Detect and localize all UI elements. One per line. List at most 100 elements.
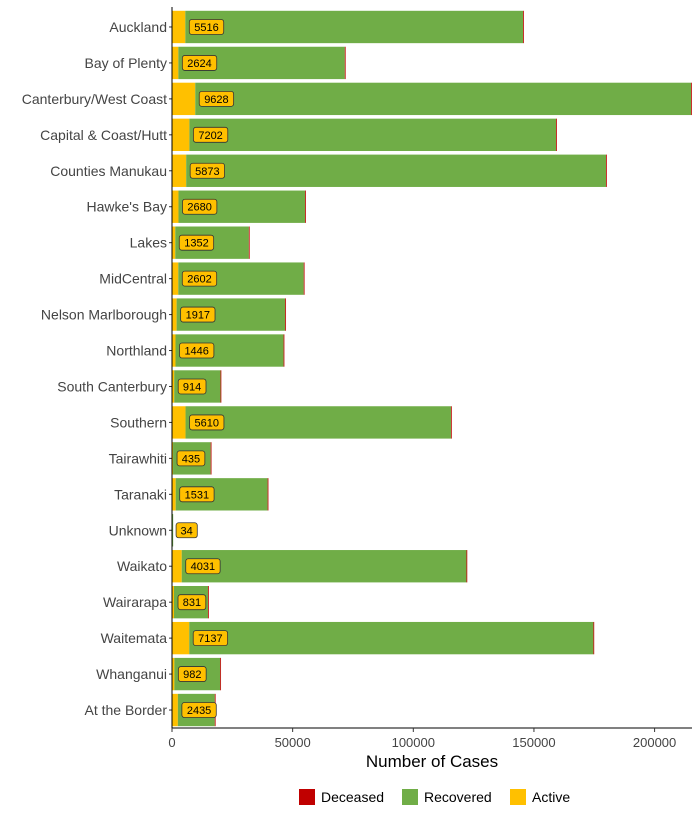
- bar-deceased-lakes: [248, 226, 250, 259]
- bar-deceased-south-canterbury: [220, 370, 222, 403]
- bar-active-taranaki: [172, 478, 176, 511]
- data-label-box: [180, 306, 216, 323]
- data-label-box: [192, 630, 229, 647]
- data-label-box: [189, 162, 225, 179]
- data-label: 982: [183, 669, 201, 681]
- legend-label-deceased: Deceased: [321, 789, 384, 805]
- x-tick-label: 200000: [633, 735, 676, 750]
- y-tick-label: Taranaki: [114, 486, 167, 502]
- data-label-box: [192, 126, 229, 143]
- bar-deceased-wairarapa: [208, 585, 209, 619]
- bar-recovered-unknown: [172, 514, 174, 547]
- y-tick-label: At the Border: [85, 702, 168, 718]
- bar-active-at-the-border: [172, 693, 178, 727]
- bar-active-whanganui: [172, 657, 175, 691]
- data-label: 5873: [195, 166, 219, 178]
- data-label: 1917: [186, 310, 210, 322]
- bar-active-auckland: [172, 10, 186, 44]
- data-label: 2680: [187, 202, 211, 214]
- y-axis-labels: Auckland Bay of Plenty Canterbury/West Coa…: [22, 19, 172, 718]
- y-tick-label: Whanganui: [96, 666, 167, 682]
- data-label: 435: [182, 453, 200, 465]
- y-tick-label: Counties Manukau: [50, 163, 167, 179]
- y-tick-label: Northland: [106, 343, 167, 359]
- bar-deceased-midcentral: [303, 262, 305, 295]
- data-label-box: [179, 486, 215, 503]
- bar-active-lakes: [172, 226, 176, 259]
- data-label: 1531: [185, 489, 209, 501]
- y-tick-label: Unknown: [109, 522, 167, 538]
- bar-recovered-counties-manukau: [186, 154, 607, 187]
- x-axis-ticks: 0 50000 100000 150000 200000: [168, 728, 676, 750]
- x-axis-title: Number of Cases: [366, 752, 498, 771]
- data-label: 2435: [187, 705, 211, 717]
- bar-active-bay-of-plenty: [172, 46, 179, 80]
- data-label-box: [188, 19, 225, 35]
- y-tick-label: Lakes: [130, 235, 167, 251]
- bar-active-midcentral: [172, 262, 179, 295]
- y-tick-label: Waikato: [117, 558, 167, 574]
- bar-recovered-waitemata: [189, 621, 594, 655]
- legend-swatch-recovered: [402, 789, 418, 805]
- bar-active-wairarapa: [172, 585, 175, 619]
- bar-active-capital-coast-hutt: [172, 118, 190, 152]
- y-tick-label: Capital & Coast/Hutt: [40, 127, 167, 143]
- legend: Deceased Recovered Active: [299, 789, 570, 805]
- bar-deceased-hawke-s-bay: [305, 190, 306, 223]
- bar-deceased-southern: [450, 406, 452, 439]
- y-tick-label: MidCentral: [99, 271, 167, 287]
- y-tick-label: Hawke's Bay: [87, 199, 167, 215]
- bar-active-waitemata: [172, 621, 190, 655]
- data-label: 831: [183, 597, 201, 609]
- data-label-box: [185, 558, 221, 575]
- bar-recovered-waikato: [181, 550, 467, 583]
- data-label-box: [175, 522, 198, 539]
- data-label-box: [179, 342, 215, 359]
- data-label: 1446: [184, 346, 208, 358]
- data-label-box: [181, 270, 218, 287]
- data-label: 5516: [194, 22, 218, 34]
- data-label: 5610: [194, 417, 218, 429]
- bar-deceased-counties-manukau: [606, 154, 607, 187]
- bars-layer: [172, 10, 692, 727]
- x-tick-label: 0: [168, 735, 175, 750]
- data-label-box: [178, 234, 215, 251]
- data-label-box: [181, 55, 218, 71]
- y-tick-label: Wairarapa: [103, 594, 167, 610]
- data-labels-layer: 5516 2624 9628 7202 5873 2680 1352 2602 1917 1446…: [175, 19, 235, 718]
- x-tick-label: 50000: [275, 735, 311, 750]
- bar-active-northland: [172, 334, 176, 367]
- data-label-box: [176, 450, 206, 467]
- bar-active-canterbury-west-coast: [172, 82, 196, 116]
- bar-deceased-capital-coast-hutt: [556, 118, 557, 152]
- y-tick-label: Nelson Marlborough: [41, 307, 167, 323]
- bar-deceased-nelson-marlborough: [285, 298, 287, 331]
- data-label: 9628: [204, 94, 228, 106]
- data-label: 34: [181, 525, 193, 537]
- data-label-box: [182, 198, 218, 215]
- bar-deceased-tairawhiti: [210, 442, 212, 475]
- y-tick-label: Bay of Plenty: [85, 55, 168, 71]
- data-label-box: [189, 414, 225, 431]
- x-tick-label: 100000: [392, 735, 435, 750]
- bar-active-south-canterbury: [172, 370, 175, 403]
- y-tick-label: Canterbury/West Coast: [22, 91, 167, 107]
- bar-deceased-whanganui: [220, 657, 222, 691]
- bar-deceased-bay-of-plenty: [344, 46, 346, 80]
- legend-label-recovered: Recovered: [424, 789, 492, 805]
- data-label-box: [177, 666, 207, 682]
- y-tick-label: South Canterbury: [57, 378, 167, 394]
- data-label: 7202: [198, 130, 222, 142]
- legend-swatch-active: [510, 789, 526, 805]
- bar-recovered-southern: [185, 406, 451, 439]
- bar-active-counties-manukau: [172, 154, 187, 187]
- y-tick-label: Southern: [110, 414, 167, 430]
- bar-deceased-taranaki: [267, 478, 269, 511]
- data-label: 2602: [187, 274, 211, 286]
- bar-active-waikato: [172, 550, 182, 583]
- legend-swatch-deceased: [299, 789, 315, 805]
- data-label: 1352: [184, 238, 208, 250]
- bar-active-tairawhiti: [172, 442, 174, 475]
- bar-deceased-waitemata: [593, 621, 595, 655]
